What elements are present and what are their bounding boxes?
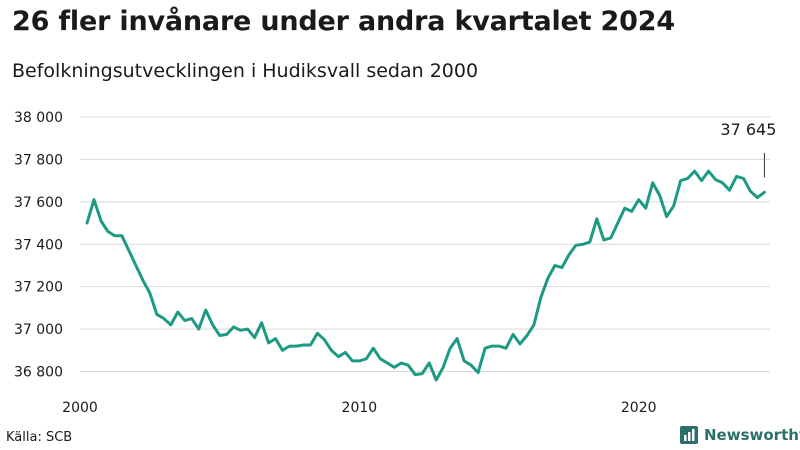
y-tick-label: 37 000: [14, 322, 63, 338]
y-tick-label: 37 400: [14, 237, 63, 253]
brand-name: Newsworthy: [704, 426, 800, 444]
y-tick-label: 37 800: [14, 152, 63, 168]
y-tick-label: 38 000: [14, 110, 63, 126]
last-value-label: 37 645: [720, 120, 776, 139]
newsworthy-logo-icon: [680, 426, 698, 444]
source-label: Källa: SCB: [6, 430, 73, 445]
chart-subtitle: Befolkningsutvecklingen i Hudiksvall sed…: [12, 60, 479, 82]
x-tick-label: 2010: [342, 400, 378, 416]
y-tick-label: 37 600: [14, 195, 63, 211]
x-tick-label: 2020: [621, 400, 657, 416]
y-tick-label: 37 200: [14, 280, 63, 296]
y-tick-label: 36 800: [14, 365, 63, 381]
brand-logo[interactable]: Newsworthy: [680, 426, 800, 444]
x-tick-label: 2000: [62, 400, 98, 416]
series-line: [85, 169, 766, 382]
chart-title: 26 fler invånare under andra kvartalet 2…: [12, 6, 675, 37]
